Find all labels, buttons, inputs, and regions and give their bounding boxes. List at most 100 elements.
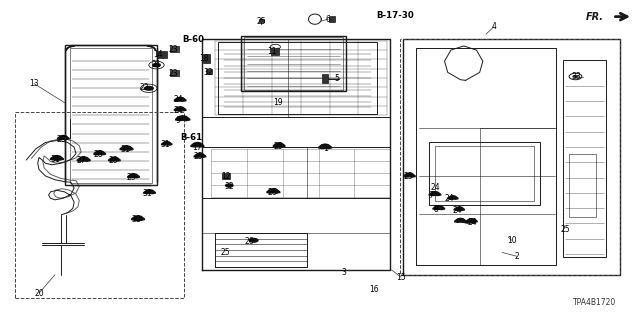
Bar [241,36,346,92]
Polygon shape [94,151,106,155]
Text: 24: 24 [467,218,477,227]
Bar [429,142,540,204]
Text: 25: 25 [221,248,230,257]
Polygon shape [454,207,465,211]
Text: 18: 18 [200,53,209,62]
Polygon shape [404,173,415,177]
Bar [403,39,620,275]
Polygon shape [191,142,204,147]
Text: 31: 31 [143,189,152,198]
Bar [214,233,307,267]
Text: 28: 28 [108,156,118,165]
Polygon shape [429,192,441,196]
Text: 2: 2 [515,252,519,261]
Bar [563,60,606,257]
Polygon shape [455,218,467,222]
Text: 20: 20 [34,289,44,298]
Polygon shape [467,219,477,222]
Text: 25: 25 [403,172,413,181]
Bar [170,70,179,76]
Polygon shape [128,174,140,178]
Text: 1: 1 [323,144,328,153]
Text: 17: 17 [192,143,202,152]
Bar [329,16,335,22]
Text: 24: 24 [173,95,183,104]
Circle shape [225,183,234,188]
Text: 25: 25 [561,225,570,234]
Text: 26: 26 [268,188,277,197]
Text: 14: 14 [153,50,163,59]
Text: 31: 31 [161,140,170,149]
Circle shape [572,75,579,78]
Polygon shape [267,189,280,193]
Text: 25: 25 [274,142,284,151]
Text: 13: 13 [29,79,38,88]
Text: 24: 24 [173,106,183,115]
Text: 25: 25 [194,152,204,161]
Text: 24: 24 [445,194,454,204]
Text: 32: 32 [225,182,234,191]
Text: 26: 26 [245,237,255,246]
Text: 30: 30 [132,215,141,224]
Text: 8: 8 [433,205,438,214]
Polygon shape [273,143,285,147]
Text: B-61: B-61 [180,132,202,141]
Bar [271,48,279,54]
Polygon shape [174,97,186,101]
Polygon shape [465,220,475,223]
Text: 29: 29 [127,173,136,182]
Text: 29: 29 [56,135,66,144]
Polygon shape [175,116,189,121]
Circle shape [152,63,161,67]
Circle shape [248,238,259,243]
Bar [170,46,179,52]
Polygon shape [162,141,172,145]
Text: 10: 10 [507,236,516,245]
Bar [157,51,167,58]
Bar [322,74,328,83]
Text: 23: 23 [168,69,178,78]
Polygon shape [120,146,132,150]
Text: 24: 24 [452,206,462,215]
Text: 31: 31 [120,145,130,154]
Text: 19: 19 [274,98,284,107]
Text: TPA4B1720: TPA4B1720 [573,298,616,307]
Polygon shape [433,205,445,210]
Bar [435,146,534,201]
Text: 16: 16 [369,284,378,293]
Text: 25: 25 [257,17,266,26]
Bar [65,45,157,186]
Bar [569,154,596,217]
Bar [400,39,620,275]
Text: 5: 5 [335,74,340,83]
Text: 22: 22 [140,83,149,92]
Text: 11: 11 [268,46,277,56]
Text: 23: 23 [168,44,178,54]
Bar [205,69,212,74]
Text: 24: 24 [430,183,440,192]
Polygon shape [58,135,69,140]
Text: 3: 3 [342,268,347,277]
Bar [244,37,343,90]
Bar [203,53,209,62]
Text: 6: 6 [326,15,331,24]
Bar [70,48,152,183]
Polygon shape [122,146,133,150]
Polygon shape [51,156,63,160]
Polygon shape [194,153,205,157]
Text: 21: 21 [151,60,161,69]
Text: 32: 32 [204,68,213,77]
Text: 15: 15 [396,273,406,282]
Polygon shape [174,107,186,111]
Polygon shape [77,157,90,161]
Text: 28: 28 [93,150,102,159]
Bar [259,19,264,22]
Text: 33: 33 [572,72,582,81]
Circle shape [52,156,61,161]
Text: 4: 4 [492,22,496,31]
Polygon shape [319,144,332,148]
Polygon shape [144,190,156,194]
Bar [222,173,230,179]
Bar [15,112,184,298]
Bar [218,42,378,114]
